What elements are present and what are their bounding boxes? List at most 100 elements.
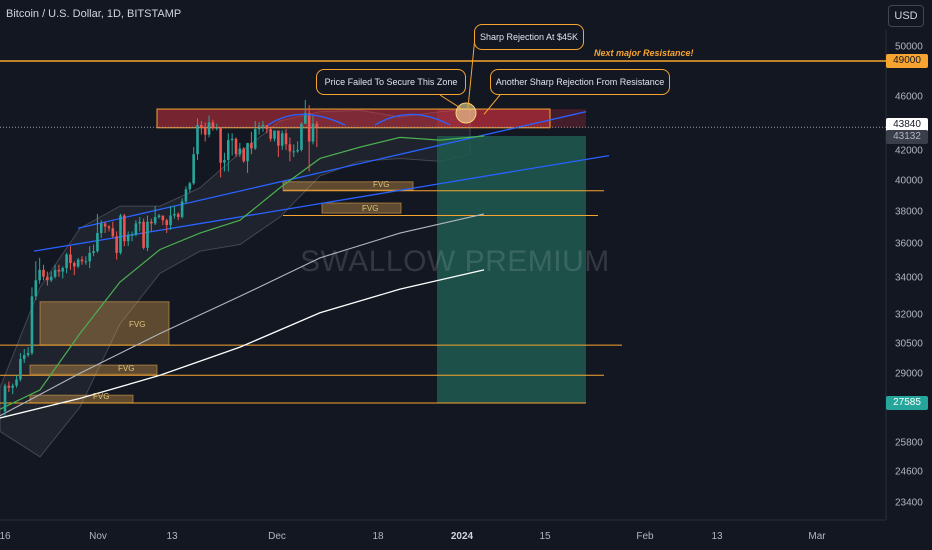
x-tick-mar: Mar (808, 531, 826, 542)
fvg-label-1: FVG (373, 180, 390, 189)
candle-body-23 (92, 251, 95, 253)
candle-body-54 (211, 122, 215, 128)
candle-body-40 (157, 215, 161, 218)
x-tick-2024: 2024 (450, 531, 474, 542)
candle-body-0 (3, 385, 7, 412)
candle-body-65 (253, 129, 257, 149)
candle-body-70 (273, 130, 276, 139)
candle-body-51 (200, 125, 203, 128)
candle-body-53 (207, 122, 211, 135)
candle-body-30 (119, 215, 122, 253)
candle-body-73 (284, 133, 288, 145)
candle-body-50 (196, 125, 199, 155)
candle-body-24 (96, 233, 99, 252)
target-price-tag: 27585 (886, 396, 928, 410)
candle-body-4 (19, 359, 22, 380)
candle-body-5 (22, 355, 26, 360)
candle-body-56 (219, 127, 222, 163)
candle-body-12 (49, 276, 53, 281)
x-tick-feb: Feb (636, 531, 654, 542)
candle-body-67 (261, 125, 265, 127)
candle-body-76 (296, 149, 299, 152)
y-tick-50000: 50000 (895, 41, 923, 53)
candle-body-57 (223, 159, 226, 163)
x-tick-13: 13 (166, 531, 178, 542)
x-tick-18: 18 (372, 531, 384, 542)
moving-average-20 (0, 135, 485, 410)
x-tick-nov: Nov (89, 531, 107, 542)
y-tick-30500: 30500 (895, 338, 923, 350)
candle-body-42 (165, 220, 168, 225)
candle-body-17 (69, 254, 72, 263)
candle-body-55 (215, 127, 219, 129)
volatility-envelope (0, 108, 471, 458)
moving-average-100 (0, 213, 485, 417)
top-arc-1 (267, 113, 346, 126)
candle-body-74 (288, 144, 292, 152)
channel-lower-line (33, 154, 610, 252)
x-tick-dec: Dec (268, 531, 286, 542)
fvg-label-4: FVG (118, 364, 135, 373)
candle-body-64 (250, 142, 253, 149)
y-tick-29000: 29000 (895, 368, 923, 380)
candle-body-15 (61, 268, 65, 272)
candle-body-60 (234, 138, 238, 155)
candle-body-62 (242, 148, 245, 162)
y-tick-46000: 46000 (895, 91, 923, 103)
last-price-tag: 43840 (886, 118, 928, 132)
candle-body-28 (111, 228, 115, 237)
candle-body-59 (230, 138, 234, 141)
candle-body-66 (257, 126, 261, 130)
y-tick-32000: 32000 (895, 309, 923, 321)
candle-body-10 (42, 269, 45, 277)
candle-body-9 (38, 269, 41, 281)
callout-another-rejection[interactable]: Another Sharp Rejection From Resistance (490, 69, 670, 95)
callout-sharp-rejection-45k[interactable]: Sharp Rejection At $45K (474, 24, 584, 50)
candle-body-49 (192, 154, 195, 184)
candle-body-48 (188, 183, 192, 190)
candle-body-33 (130, 234, 134, 236)
candle-body-18 (73, 262, 76, 267)
x-tick-13-feb: 13 (711, 531, 723, 542)
candle-body-3 (15, 379, 18, 386)
callout-failed-zone[interactable]: Price Failed To Secure This Zone (316, 69, 466, 95)
candle-body-81 (315, 123, 319, 128)
watermark: SWALLOW PREMIUM (300, 245, 610, 278)
candle-body-8 (34, 280, 38, 297)
candle-body-47 (184, 189, 188, 202)
candle-body-32 (126, 234, 130, 242)
y-tick-40000: 40000 (895, 175, 923, 187)
candle-body-52 (203, 127, 207, 135)
moving-average-200 (0, 269, 485, 419)
candle-body-77 (300, 123, 303, 150)
candle-body-37 (146, 221, 149, 248)
callout-pointer-3 (483, 94, 501, 115)
fvg-box-4 (29, 364, 158, 375)
candle-body-36 (142, 221, 145, 248)
currency-button[interactable]: USD (888, 5, 924, 27)
candle-body-39 (153, 217, 157, 224)
secondary-price-tag: 43132 (886, 130, 928, 144)
top-arc-2 (374, 113, 451, 126)
callout-pointer-2 (439, 94, 463, 110)
candle-body-31 (123, 215, 126, 242)
channel-upper-line (77, 111, 587, 229)
candle-body-69 (269, 129, 272, 139)
candle-body-7 (30, 296, 34, 354)
y-tick-23400: 23400 (895, 497, 923, 509)
supply-zone (156, 108, 551, 129)
fvg-label-5: FVG (93, 392, 110, 401)
candle-body-2 (11, 385, 14, 388)
candle-body-71 (277, 130, 280, 146)
candle-body-63 (246, 142, 249, 162)
candle-body-26 (103, 223, 107, 227)
candle-body-68 (265, 125, 269, 130)
candle-body-58 (227, 140, 230, 160)
fvg-box-3 (39, 301, 170, 346)
candle-body-20 (80, 259, 84, 262)
y-tick-36000: 36000 (895, 238, 923, 250)
candle-body-43 (169, 215, 172, 225)
candle-body-16 (65, 254, 68, 269)
candle-body-41 (161, 215, 165, 221)
